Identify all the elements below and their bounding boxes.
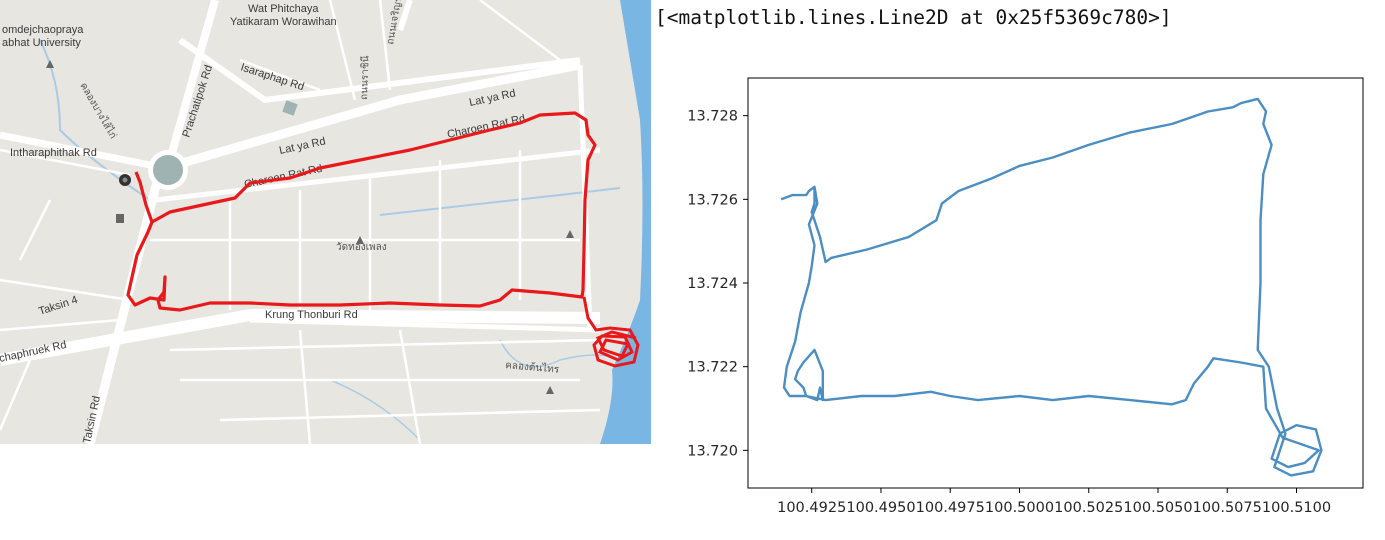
gps-route xyxy=(126,111,597,312)
label-intharaphithak: Intharaphithak Rd xyxy=(10,147,97,159)
label-taksin-4: Taksin 4 xyxy=(37,294,79,318)
label-lat-ya-2: Lat ya Rd xyxy=(278,135,327,157)
roundabout-center xyxy=(153,155,183,185)
label-university-1: omdejchaopraya xyxy=(2,24,84,36)
y-tick-label: 13.722 xyxy=(687,360,738,376)
y-tick-label: 13.726 xyxy=(687,192,738,208)
temple-icon xyxy=(356,236,364,244)
plot-svg: 100.4925 100.4950 100.4975 100.5000 100.5025… xyxy=(687,77,1364,516)
x-tick-label: 100.5000 xyxy=(985,500,1054,516)
x-tick-label: 100.5075 xyxy=(1193,500,1262,516)
x-ticks: 100.4925 100.4950 100.4975 100.5000 100.5025… xyxy=(777,488,1331,516)
canal xyxy=(39,39,151,201)
label-thai-canal-2: คลองต้นไทร xyxy=(505,359,560,376)
place-icon xyxy=(46,60,54,68)
pond xyxy=(282,100,298,116)
place-icon xyxy=(546,386,554,394)
gps-route-cluster xyxy=(582,296,640,368)
x-tick-label: 100.4925 xyxy=(777,500,846,516)
map-panel: Wat Phitchaya Yatikaram Worawihan omdejc… xyxy=(0,0,651,444)
label-wat-1: Wat Phitchaya xyxy=(248,3,319,15)
minor-streets xyxy=(0,0,601,444)
x-tick-label: 100.4975 xyxy=(916,500,985,516)
x-tick-label: 100.5050 xyxy=(1123,500,1192,516)
label-thai-road: ถนนราชินี xyxy=(358,55,372,100)
label-thai-wat: วัดทองเพลง xyxy=(336,242,387,253)
x-tick-label: 100.5100 xyxy=(1262,500,1331,516)
label-krung-thonburi: Krung Thonburi Rd xyxy=(265,309,358,321)
cell-output-text: [<matplotlib.lines.Line2D at 0x25f5369c7… xyxy=(655,6,1172,29)
y-ticks: 13.720 13.722 13.724 13.726 13.728 xyxy=(687,109,748,459)
canal xyxy=(329,379,421,441)
label-university-2: abhat University xyxy=(2,37,81,49)
bus-icon xyxy=(116,214,124,223)
x-tick-label: 100.5025 xyxy=(1054,500,1123,516)
label-chaphruek: chaphruek Rd xyxy=(0,339,68,365)
map-canvas: Wat Phitchaya Yatikaram Worawihan omdejc… xyxy=(0,0,651,444)
river xyxy=(600,0,651,444)
y-tick-label: 13.720 xyxy=(687,443,738,459)
canal xyxy=(379,187,621,216)
label-wat-2: Yatikaram Worawihan xyxy=(230,16,337,28)
x-tick-label: 100.4950 xyxy=(846,500,915,516)
label-thai-canal-1: คลองบางไส้ไก่ xyxy=(77,81,119,141)
matplotlib-figure: 100.4925 100.4950 100.4975 100.5000 100.5025… xyxy=(652,40,1385,536)
y-tick-label: 13.728 xyxy=(687,109,738,125)
y-tick-label: 13.724 xyxy=(687,276,738,292)
gps-series-line xyxy=(780,97,1323,477)
axes-frame xyxy=(747,77,1364,489)
label-lat-ya-1: Lat ya Rd xyxy=(468,87,517,109)
temple-icon xyxy=(566,230,574,238)
